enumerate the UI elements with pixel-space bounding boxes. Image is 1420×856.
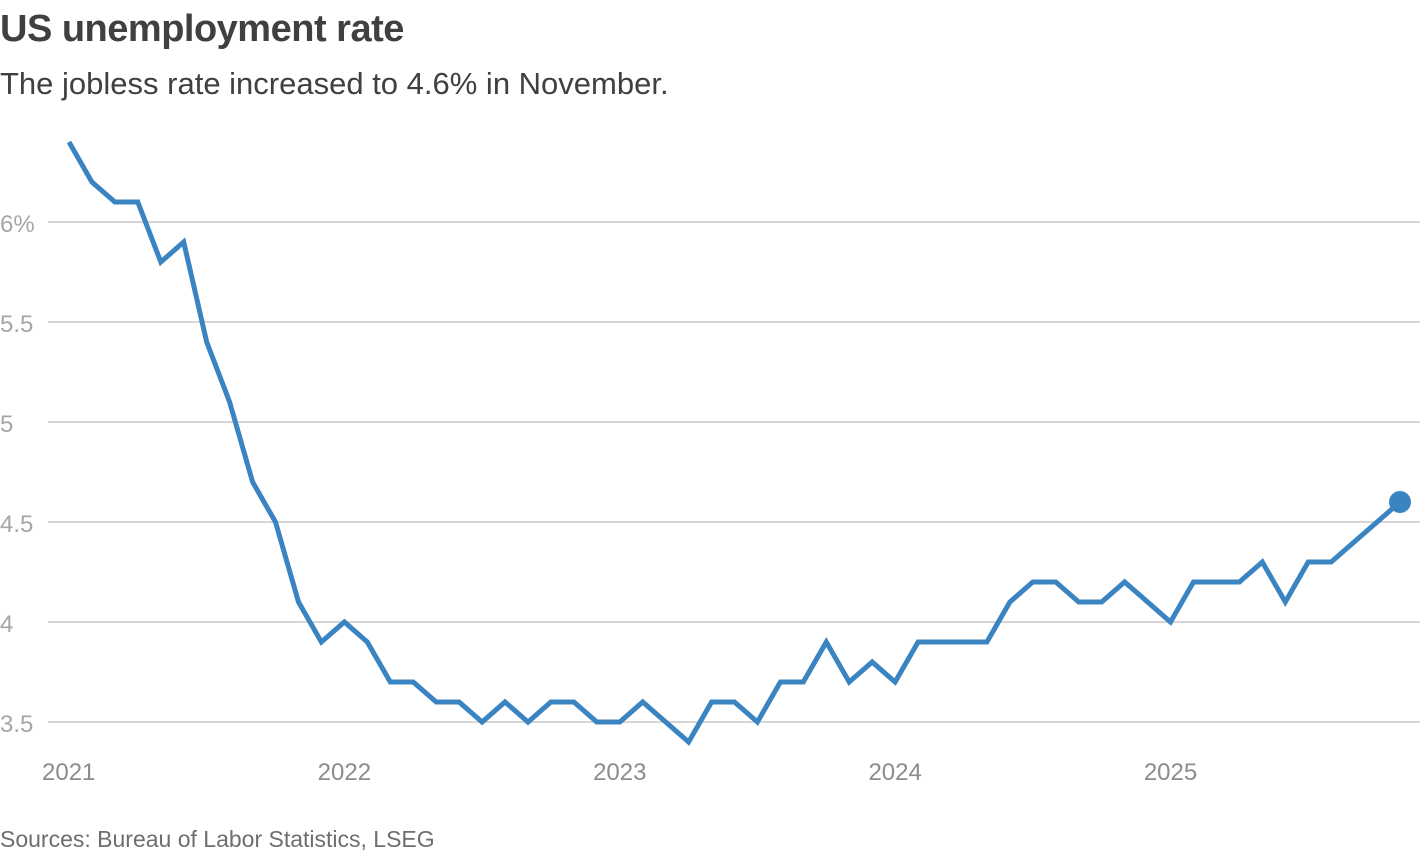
x-axis-tick-labels: 2021 2022 2023 2024 2025 <box>42 759 1197 786</box>
y-tick-label: 4.5 <box>0 511 33 538</box>
x-tick-label: 2025 <box>1144 759 1197 786</box>
x-tick-label: 2021 <box>42 759 95 786</box>
latest-value-dot <box>1389 491 1411 513</box>
unemployment-rate-line <box>66 140 1402 746</box>
y-tick-label: 6% <box>0 211 35 238</box>
y-tick-label: 4 <box>0 611 13 638</box>
x-tick-label: 2022 <box>318 759 371 786</box>
x-tick-label: 2023 <box>593 759 646 786</box>
y-tick-label: 3.5 <box>0 711 33 738</box>
x-tick-label: 2024 <box>868 759 921 786</box>
line-chart: 6% 5.5 5 4.5 4 3.5 2021 2022 2023 2024 2025 <box>0 140 1420 786</box>
y-tick-label: 5 <box>0 411 13 438</box>
chart-subtitle: The jobless rate increased to 4.6% in No… <box>0 66 669 101</box>
chart-title: US unemployment rate <box>0 8 404 50</box>
y-axis-tick-labels: 6% 5.5 5 4.5 4 3.5 <box>0 211 35 738</box>
y-tick-label: 5.5 <box>0 311 33 338</box>
source-note: Sources: Bureau of Labor Statistics, LSE… <box>0 826 435 852</box>
gridlines <box>48 221 1420 723</box>
series-layer <box>66 140 1411 746</box>
